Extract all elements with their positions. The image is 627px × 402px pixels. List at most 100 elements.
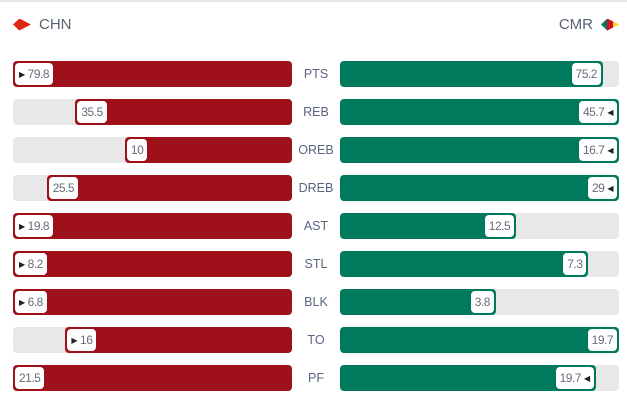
- stat-row-ast: ▶ 19.8 AST 12.5: [0, 213, 627, 239]
- right-bar: 16.7 ◀: [340, 137, 619, 163]
- right-value: 45.7: [582, 105, 605, 119]
- right-value: 7.3: [567, 257, 583, 271]
- left-bar: 21.5: [13, 365, 292, 391]
- left-bar: ▶ 8.2: [13, 251, 292, 277]
- right-value-pill: 3.8: [470, 291, 494, 313]
- leader-arrow-icon: ▶: [19, 69, 25, 79]
- left-track: ▶ 8.2: [13, 251, 292, 277]
- team-left: CHN: [13, 16, 72, 33]
- left-value: 6.8: [27, 295, 44, 309]
- stat-row-to: ▶ 16 TO 19.7: [0, 327, 627, 353]
- right-value-pill: 45.7 ◀: [578, 101, 617, 123]
- right-value: 16.7: [582, 143, 605, 157]
- leader-arrow-icon: ◀: [607, 183, 613, 193]
- right-bar: 75.2: [340, 61, 603, 87]
- left-bar: ▶ 16: [65, 327, 292, 353]
- right-track: 45.7 ◀: [340, 99, 619, 125]
- left-value: 16: [80, 333, 93, 347]
- right-value: 29: [591, 181, 605, 195]
- stat-label: BLK: [304, 295, 328, 309]
- stat-row-reb: 35.5 REB 45.7 ◀: [0, 99, 627, 125]
- left-value: 8.2: [27, 257, 44, 271]
- left-value-pill: ▶ 6.8: [15, 291, 47, 313]
- right-bar: 19.7: [340, 327, 619, 353]
- left-bar: 35.5: [75, 99, 292, 125]
- china-flag-icon: [13, 18, 31, 31]
- leader-arrow-icon: ▶: [71, 335, 78, 345]
- right-track: 75.2: [340, 61, 619, 87]
- left-value: 21.5: [19, 371, 41, 385]
- leader-arrow-icon: ◀: [607, 145, 613, 155]
- left-value: 10: [130, 143, 144, 157]
- right-track: 29 ◀: [340, 175, 619, 201]
- left-bar: 25.5: [46, 175, 292, 201]
- leader-arrow-icon: ▶: [19, 297, 25, 307]
- stat-row-dreb: 25.5 DREB 29 ◀: [0, 175, 627, 201]
- stat-label: DREB: [298, 181, 334, 195]
- cameroon-flag-icon: [601, 18, 619, 31]
- left-value-pill: 35.5: [77, 101, 107, 123]
- right-value: 3.8: [474, 295, 491, 309]
- stat-row-pts: ▶ 79.8 PTS 75.2: [0, 61, 627, 87]
- left-value-pill: ▶ 16: [67, 329, 97, 351]
- stat-label: PTS: [303, 67, 329, 81]
- top-divider: [0, 0, 627, 2]
- stat-label: OREB: [298, 143, 334, 157]
- left-track: ▶ 6.8: [13, 289, 292, 315]
- right-value: 19.7: [591, 333, 614, 347]
- right-track: 19.7: [340, 327, 619, 353]
- stat-label: STL: [304, 257, 328, 271]
- left-value-pill: 21.5: [15, 367, 45, 389]
- stat-label: TO: [307, 333, 325, 347]
- left-track: 25.5: [13, 175, 292, 201]
- left-value: 79.8: [27, 67, 50, 81]
- leader-arrow-icon: ▶: [19, 221, 25, 231]
- left-track: 35.5: [13, 99, 292, 125]
- left-bar: ▶ 6.8: [13, 289, 292, 315]
- right-bar: 45.7 ◀: [340, 99, 619, 125]
- right-value-pill: 16.7 ◀: [578, 139, 617, 161]
- left-track: ▶ 19.8: [13, 213, 292, 239]
- left-value-pill: ▶ 79.8: [15, 63, 54, 85]
- left-bar: ▶ 19.8: [13, 213, 292, 239]
- right-track: 12.5: [340, 213, 619, 239]
- right-value-pill: 19.7: [587, 329, 617, 351]
- right-value-pill: 29 ◀: [587, 177, 617, 199]
- left-value: 19.8: [27, 219, 50, 233]
- right-value-pill: 12.5: [484, 215, 515, 237]
- left-value: 35.5: [81, 105, 103, 119]
- right-bar: 3.8: [340, 289, 496, 315]
- right-value: 12.5: [488, 219, 511, 233]
- left-bar: ▶ 79.8: [13, 61, 292, 87]
- stat-row-pf: 21.5 PF 19.7 ◀: [0, 365, 627, 391]
- left-track: 10: [13, 137, 292, 163]
- right-track: 7.3: [340, 251, 619, 277]
- team-right-code: CMR: [558, 16, 593, 33]
- stat-label: PF: [308, 371, 324, 385]
- stat-row-stl: ▶ 8.2 STL 7.3: [0, 251, 627, 277]
- right-value-pill: 19.7 ◀: [555, 367, 594, 389]
- left-track: 21.5: [13, 365, 292, 391]
- leader-arrow-icon: ▶: [19, 259, 25, 269]
- team-left-code: CHN: [39, 16, 72, 33]
- stat-label: AST: [303, 219, 329, 233]
- right-track: 16.7 ◀: [340, 137, 619, 163]
- right-bar: 12.5: [340, 213, 517, 239]
- left-value-pill: 25.5: [48, 177, 79, 199]
- right-value: 19.7: [559, 371, 582, 385]
- stat-label: REB: [303, 105, 329, 119]
- left-value: 25.5: [52, 181, 75, 195]
- right-bar: 19.7 ◀: [340, 365, 596, 391]
- left-value-pill: ▶ 8.2: [15, 253, 47, 275]
- left-track: ▶ 16: [13, 327, 292, 353]
- stat-row-oreb: 10 OREB 16.7 ◀: [0, 137, 627, 163]
- left-value-pill: ▶ 19.8: [15, 215, 54, 237]
- right-track: 19.7 ◀: [340, 365, 619, 391]
- right-bar: 7.3: [340, 251, 589, 277]
- leader-arrow-icon: ◀: [607, 107, 613, 117]
- left-bar: 10: [124, 137, 292, 163]
- left-track: ▶ 79.8: [13, 61, 292, 87]
- left-value-pill: 10: [126, 139, 148, 161]
- right-value: 75.2: [575, 67, 598, 81]
- leader-arrow-icon: ◀: [583, 373, 590, 383]
